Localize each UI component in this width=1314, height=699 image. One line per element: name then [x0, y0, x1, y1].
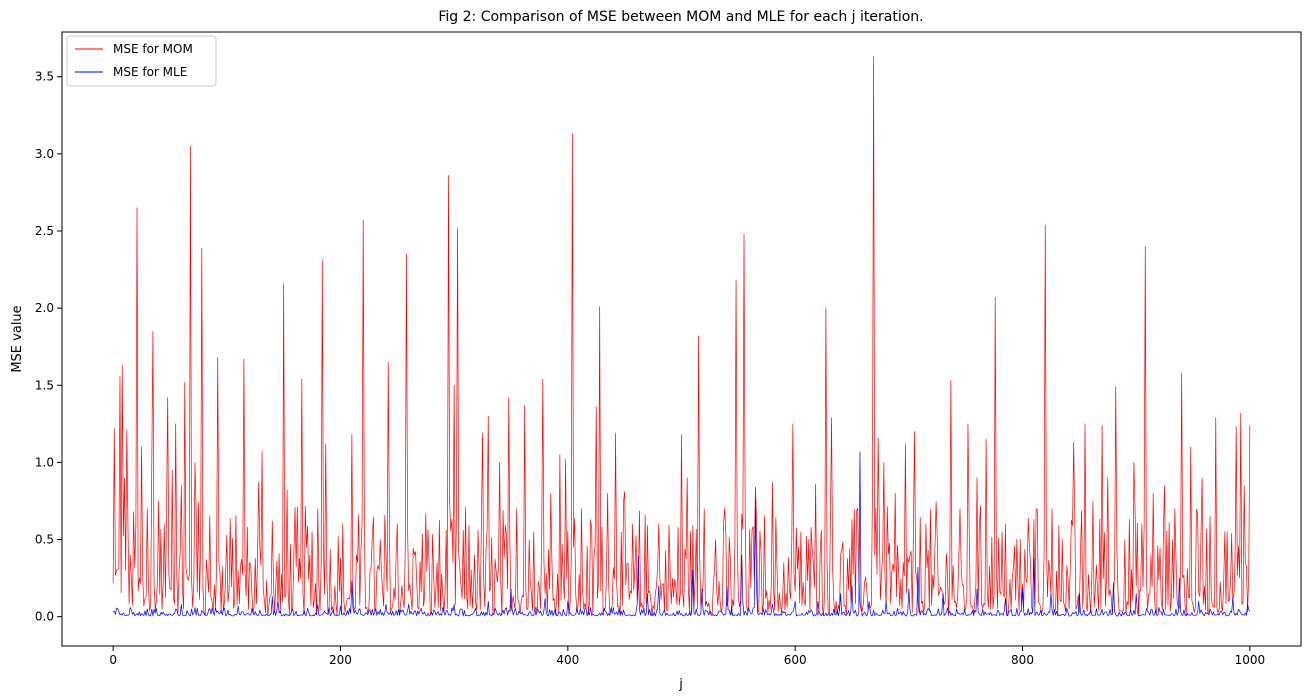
x-axis-label: j [678, 677, 683, 692]
chart-title: Fig 2: Comparison of MSE between MOM and… [438, 9, 923, 25]
x-tick-label: 200 [329, 653, 352, 667]
x-axis-ticks: 0 200 400 600 800 1000 [109, 646, 1265, 667]
plot-frame [61, 31, 1302, 647]
x-tick-label: 1000 [1235, 653, 1266, 667]
legend-label-mle: MSE for MLE [113, 65, 187, 79]
y-tick-label: 2.0 [35, 301, 54, 315]
legend-box [66, 35, 217, 87]
y-tick-label: 3.5 [35, 70, 54, 84]
plot-area [61, 31, 1302, 647]
series-line-mom [112, 56, 1251, 617]
y-tick-label: 0.5 [35, 533, 54, 547]
y-axis-ticks: 0.0 0.5 1.0 1.5 2.0 2.5 3.0 3.5 [35, 70, 62, 624]
x-tick-label: 0 [109, 653, 117, 667]
y-axis-label: MSE value [10, 305, 25, 372]
y-tick-label: 2.5 [35, 224, 54, 238]
y-tick-label: 0.0 [35, 610, 54, 624]
x-tick-label: 600 [784, 653, 807, 667]
legend-label-mom: MSE for MOM [113, 42, 193, 56]
legend: MSE for MOM MSE for MLE [66, 35, 217, 87]
y-tick-label: 3.0 [35, 147, 54, 161]
x-tick-label: 800 [1011, 653, 1034, 667]
series-line-mle [113, 451, 1251, 617]
y-tick-label: 1.0 [35, 455, 54, 469]
x-tick-label: 400 [556, 653, 579, 667]
series-layer [112, 56, 1251, 617]
y-tick-label: 1.5 [35, 378, 54, 392]
